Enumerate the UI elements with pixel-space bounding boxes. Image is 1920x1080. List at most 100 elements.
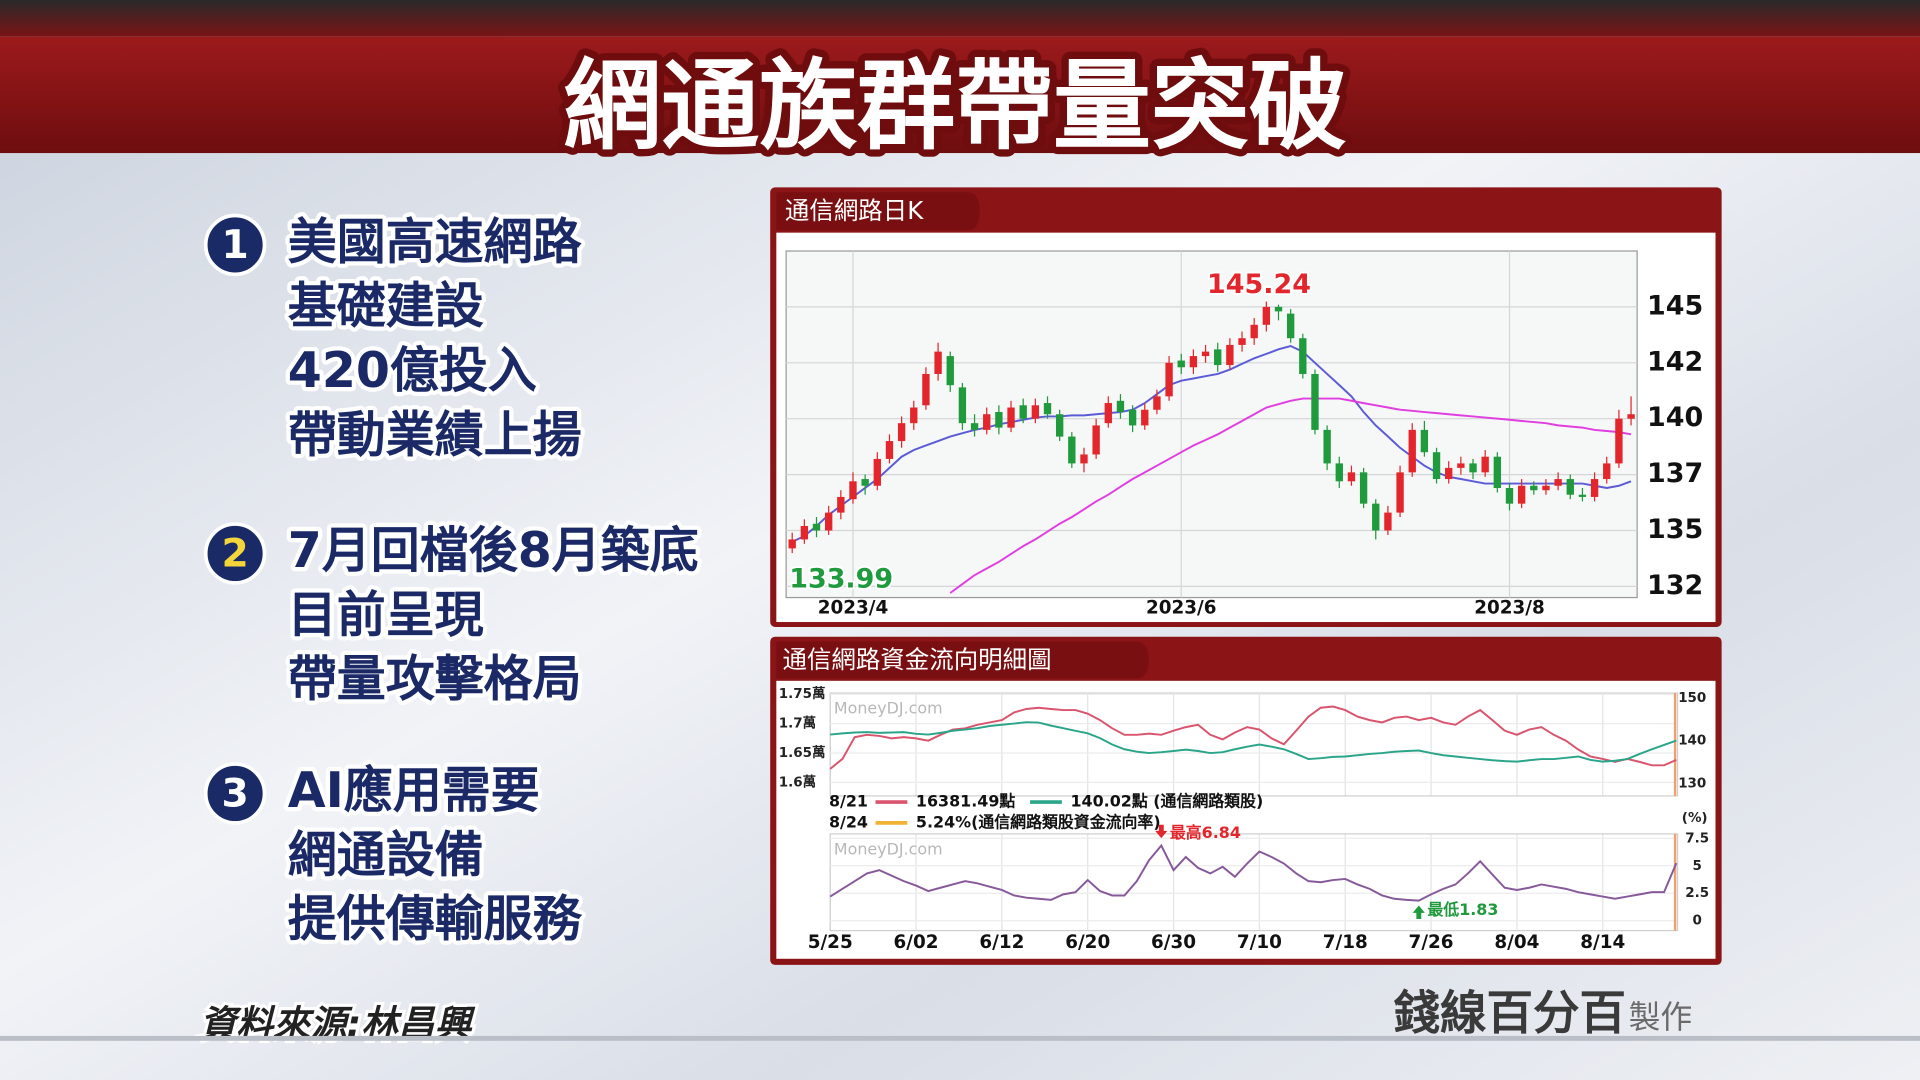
candle-body	[1408, 429, 1416, 473]
bullet-number: 1	[221, 223, 248, 268]
x-tick-label: 2023/4	[818, 598, 889, 619]
annotation: 133.99	[789, 563, 893, 594]
candle-body	[1116, 400, 1125, 412]
candle-body	[1445, 467, 1453, 480]
candle-body	[1323, 429, 1331, 464]
candle-body	[1359, 472, 1368, 504]
x-tick-label: 7/10	[1237, 932, 1282, 953]
bullet-line: 目前呈現	[288, 586, 484, 643]
x-tick-label: 8/04	[1494, 932, 1539, 953]
x-tick-label: 6/12	[979, 932, 1024, 953]
candle-body	[1457, 463, 1465, 468]
candle-body	[970, 423, 979, 430]
title: 網通族群帶量突破	[563, 50, 1347, 164]
annotation: 最低1.83	[1427, 900, 1498, 919]
y2-tick-label: 130	[1678, 776, 1706, 791]
plot-area	[829, 833, 1679, 932]
candle-body	[1372, 503, 1380, 531]
candle-body	[1505, 488, 1514, 504]
candle-body	[1530, 485, 1538, 491]
panel-title: 通信網路日K	[785, 196, 924, 225]
candle-body	[1286, 313, 1295, 339]
series-line	[829, 705, 1677, 770]
candle-body	[1590, 479, 1599, 497]
candle-body	[1250, 324, 1258, 339]
panel-tab	[776, 641, 1149, 679]
candle-body	[1043, 403, 1052, 415]
candle-body	[1274, 306, 1283, 312]
candle-body	[1165, 362, 1173, 397]
candle-body	[946, 356, 954, 386]
candle-body	[1128, 409, 1137, 426]
series-line	[829, 843, 1678, 902]
candle-body	[800, 526, 809, 540]
candle-body	[1007, 407, 1015, 428]
bullet-line: 提供傳輸服務	[288, 891, 583, 948]
bullet-badge	[203, 522, 267, 585]
candle-body	[1384, 512, 1392, 531]
candle-body	[1432, 452, 1441, 480]
series-line	[830, 721, 1677, 763]
legend-label: 140.02點 (通信網路類股)	[1070, 792, 1263, 811]
candle-body	[1092, 425, 1100, 455]
x-tick-label: 2023/8	[1474, 598, 1545, 619]
y-tick-label: 2.5	[1685, 886, 1709, 901]
legend-label: 16381.49點	[916, 792, 1016, 811]
candle-body	[1104, 403, 1112, 424]
annotation-arrow	[1155, 824, 1168, 839]
x-tick-label: 6/30	[1151, 932, 1196, 953]
candle-body	[922, 373, 930, 406]
annotation-arrow	[1412, 905, 1425, 919]
candle-body	[995, 411, 1003, 428]
y2-tick-label: 150	[1678, 691, 1706, 706]
bullet-line: 帶量攻擊格局	[288, 651, 582, 708]
bullet-badge	[203, 762, 267, 825]
candle-body	[1226, 344, 1234, 366]
panel-tab	[776, 192, 980, 231]
legend-date: 8/21	[829, 792, 868, 811]
watermark: MoneyDJ.com	[834, 839, 943, 858]
top-strip	[0, 0, 1920, 37]
candle-body	[861, 479, 869, 486]
candle-body	[1068, 436, 1076, 464]
y-tick-label: 145	[1647, 290, 1703, 321]
candle-body	[1493, 456, 1502, 489]
candle-body	[1311, 373, 1319, 430]
x-tick-label: 7/18	[1323, 932, 1368, 953]
watermark: MoneyDJ.com	[834, 698, 943, 717]
candle-body	[1481, 456, 1489, 473]
bullet-line: 420億投入	[288, 342, 537, 399]
footer-rule	[0, 1035, 1920, 1041]
candle-body	[1141, 409, 1149, 426]
panel-title: 通信網路資金流向明細圖	[782, 645, 1051, 674]
candle-body	[1055, 414, 1064, 437]
legend-date: 8/24	[829, 812, 868, 831]
candle-body	[885, 441, 894, 459]
y-tick-label: 1.6萬	[779, 773, 816, 790]
candle-body	[897, 423, 906, 442]
y-tick-label: 0	[1692, 914, 1701, 929]
bullet-badge	[203, 213, 267, 277]
y2-tick-label: 140	[1678, 734, 1706, 749]
candle-body	[1517, 485, 1526, 504]
candle-body	[983, 414, 991, 430]
candle-body	[1080, 454, 1088, 464]
bullet-number: 2	[221, 531, 248, 576]
x-tick-label: 7/26	[1409, 932, 1454, 953]
bullet-line: 美國高速網路	[288, 213, 583, 270]
x-tick-label: 6/20	[1065, 932, 1110, 953]
legend-label: 5.24%(通信網路類股資金流向率)	[916, 812, 1161, 831]
candle-body	[934, 351, 942, 374]
moving-average	[949, 397, 1632, 594]
candle-body	[958, 387, 967, 424]
candle-body	[1031, 405, 1040, 419]
bullet-line: 7月回檔後8月築底	[288, 522, 699, 579]
unit-label: (%)	[1682, 811, 1708, 826]
x-tick-label: 6/02	[894, 932, 939, 953]
bullet-number: 3	[221, 771, 248, 816]
x-tick-label: 5/25	[808, 932, 853, 953]
candle-body	[837, 496, 845, 513]
plot-area	[829, 692, 1679, 797]
